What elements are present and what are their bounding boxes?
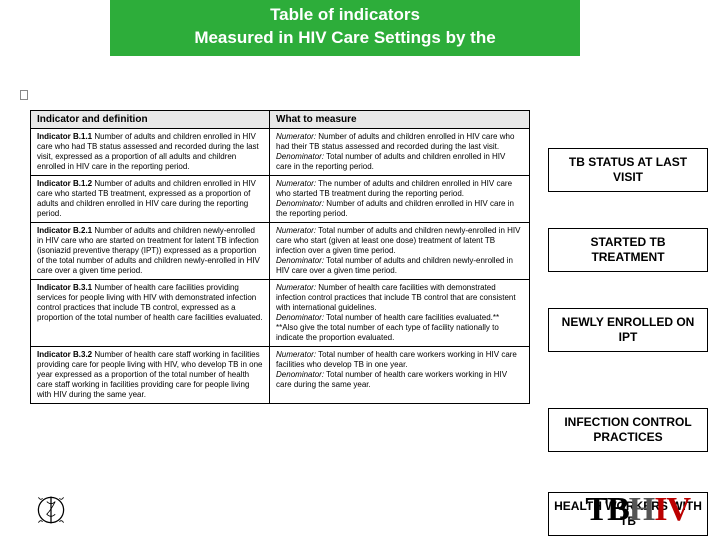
tbhiv-brand: T B H I V [585, 491, 690, 529]
cell-measure: Numerator: The number of adults and chil… [270, 176, 529, 222]
brand-t: T [585, 491, 607, 529]
cell-measure: Numerator: Total number of adults and ch… [270, 223, 529, 279]
cell-indicator: Indicator B.2.1 Number of adults and chi… [31, 223, 270, 279]
callout-infection: INFECTION CONTROL PRACTICES [548, 408, 708, 452]
cell-indicator: Indicator B.1.2 Number of adults and chi… [31, 176, 270, 222]
cell-indicator: Indicator B.1.1 Number of adults and chi… [31, 129, 270, 175]
col-header-indicator: Indicator and definition [31, 111, 270, 128]
cell-measure: Numerator: Number of health care facilit… [270, 280, 529, 346]
table-row: Indicator B.3.1 Number of health care fa… [31, 280, 529, 347]
indicator-table: Indicator and definition What to measure… [30, 110, 530, 404]
brand-v: V [666, 491, 690, 529]
cell-indicator: Indicator B.3.1 Number of health care fa… [31, 280, 270, 346]
brand-b: B [607, 491, 629, 529]
footer: T B H I V [30, 488, 690, 532]
fold-marker [20, 90, 28, 100]
cell-measure: Numerator: Total number of health care w… [270, 347, 529, 403]
table-header-row: Indicator and definition What to measure [31, 111, 529, 129]
cell-indicator: Indicator B.3.2 Number of health care st… [31, 347, 270, 403]
who-logo-icon [30, 489, 72, 531]
callout-started-tb: STARTED TB TREATMENT [548, 228, 708, 272]
header-line1: Table of indicators [120, 4, 570, 27]
col-header-measure: What to measure [270, 111, 529, 128]
cell-measure: Numerator: Number of adults and children… [270, 129, 529, 175]
callout-column: TB STATUS AT LAST VISIT STARTED TB TREAT… [548, 148, 708, 536]
callout-tb-status: TB STATUS AT LAST VISIT [548, 148, 708, 192]
brand-h: H [629, 491, 654, 529]
table-row: Indicator B.2.1 Number of adults and chi… [31, 223, 529, 280]
table-row: Indicator B.1.2 Number of adults and chi… [31, 176, 529, 223]
brand-i: I [654, 491, 666, 529]
table-row: Indicator B.3.2 Number of health care st… [31, 347, 529, 403]
slide-header: Table of indicators Measured in HIV Care… [110, 0, 580, 56]
header-line2: Measured in HIV Care Settings by the [120, 27, 570, 50]
callout-newly-ipt: NEWLY ENROLLED ON IPT [548, 308, 708, 352]
table-row: Indicator B.1.1 Number of adults and chi… [31, 129, 529, 176]
